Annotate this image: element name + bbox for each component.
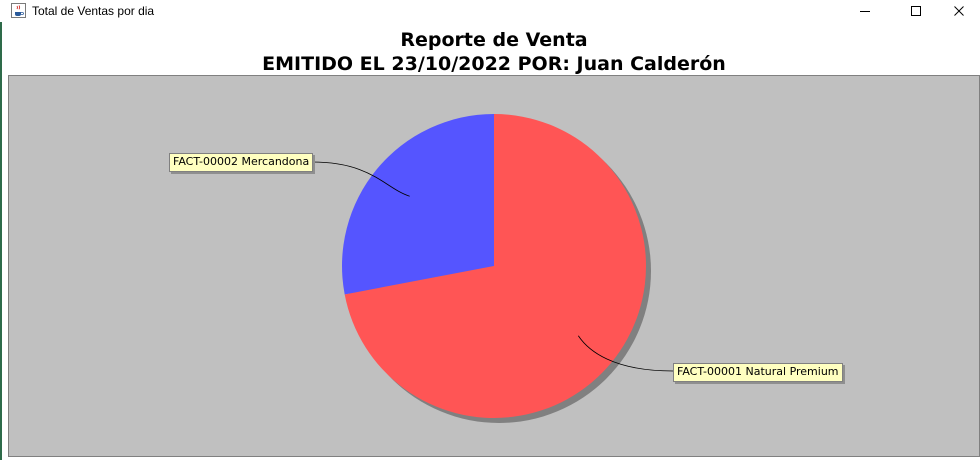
minimize-icon	[860, 11, 870, 12]
java-cup-icon	[11, 3, 26, 18]
chart-subtitle: EMITIDO EL 23/10/2022 POR: Juan Calderón	[262, 53, 726, 75]
slice-label-mercandona: FACT-00002 Mercandona	[169, 153, 314, 172]
window-title: Total de Ventas por dia	[32, 4, 155, 18]
window-edge	[0, 22, 2, 460]
minimize-button[interactable]	[842, 0, 888, 22]
maximize-button[interactable]	[893, 0, 939, 22]
maximize-icon	[911, 6, 921, 16]
slice-label-natural-premium: FACT-00001 Natural Premium	[673, 363, 843, 382]
close-icon	[954, 6, 964, 16]
window-titlebar[interactable]: Total de Ventas por dia	[0, 0, 980, 22]
chart-title: Reporte de Venta	[400, 29, 588, 51]
close-button[interactable]	[936, 0, 980, 22]
plot-area	[8, 75, 980, 457]
